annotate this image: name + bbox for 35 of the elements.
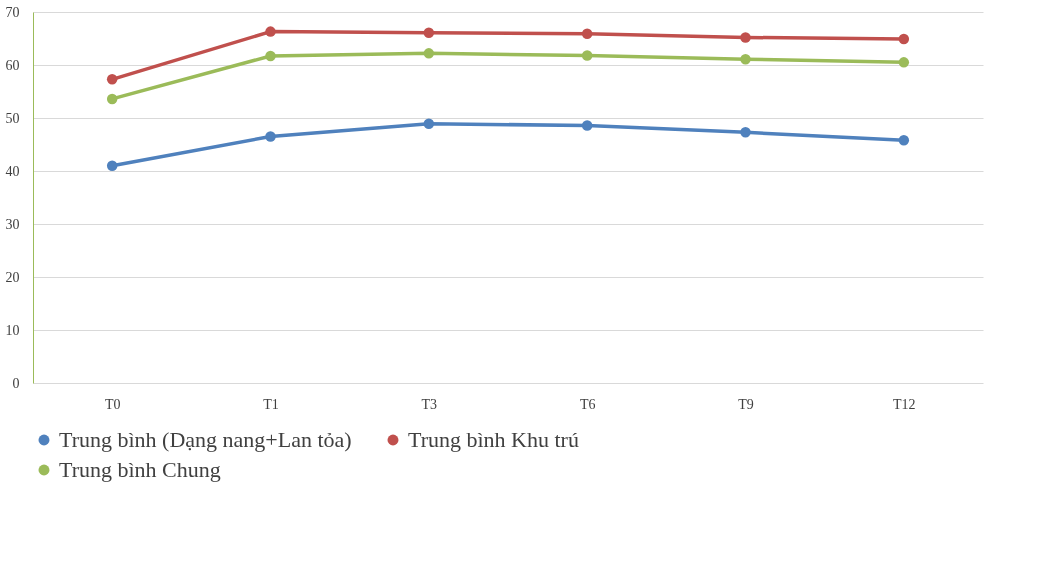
y-tick-label: 40 — [5, 163, 20, 179]
point — [423, 48, 435, 59]
y-tick-label: 0 — [12, 375, 20, 391]
point — [581, 120, 593, 131]
legend-label: Trung bình Khu trú — [408, 427, 579, 452]
point — [106, 93, 118, 105]
x-tick-label: T9 — [738, 396, 754, 412]
x-tick-label: T1 — [263, 396, 279, 412]
point — [423, 27, 435, 38]
y-tick-label: 50 — [5, 110, 20, 126]
point — [423, 118, 435, 130]
point — [265, 131, 276, 142]
y-tick-label: 30 — [5, 216, 20, 232]
point — [265, 26, 276, 37]
point — [106, 160, 118, 171]
y-tick-label: 10 — [5, 322, 20, 338]
y-tick-label: 60 — [5, 57, 20, 73]
x-tick-label: T6 — [579, 396, 596, 412]
point — [898, 33, 910, 45]
x-tick-label: T12 — [893, 396, 916, 412]
legend-label: Trung bình Chung — [59, 457, 221, 482]
legend-label: Trung bình (Dạng nang+Lan tỏa) — [59, 427, 352, 452]
x-tick-label: T3 — [421, 396, 438, 412]
x-tick-label: T0 — [104, 396, 121, 412]
point — [740, 53, 751, 65]
point — [106, 74, 118, 85]
y-tick-label: 70 — [5, 4, 20, 20]
point — [581, 50, 593, 61]
point — [265, 50, 276, 62]
y-tick-label: 20 — [5, 269, 20, 285]
point — [898, 135, 910, 146]
point — [740, 32, 751, 43]
point — [740, 127, 751, 138]
point — [581, 28, 593, 39]
point — [898, 57, 910, 68]
